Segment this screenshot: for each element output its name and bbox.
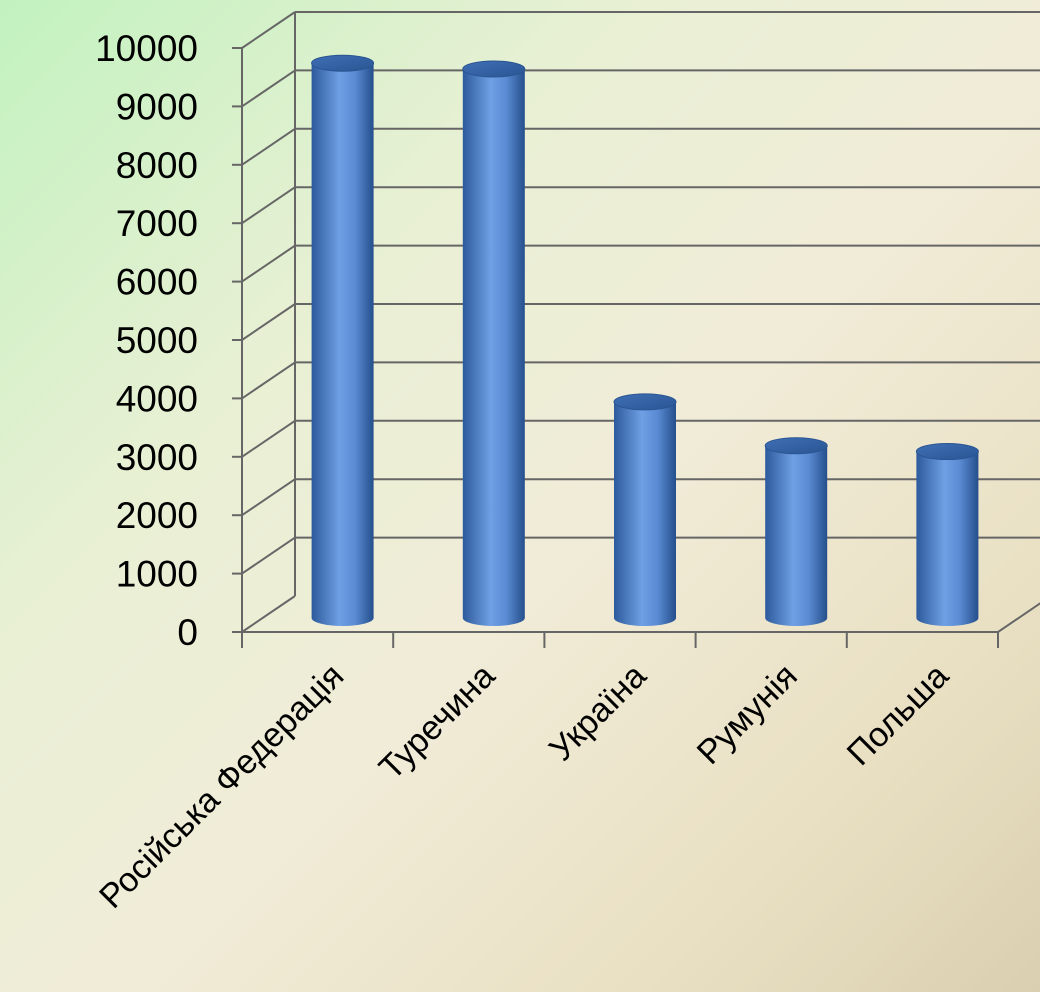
y-tick-label: 2000 (116, 495, 198, 536)
x-category-label: Туречина (372, 657, 503, 788)
gridline-side (241, 11, 296, 49)
gridline-side (241, 244, 296, 283)
y-tick-label: 6000 (116, 262, 198, 303)
bar-body (765, 445, 828, 626)
x-axis-category-labels: Російська Федерація Туречина Україна Румуні… (92, 657, 956, 916)
bar-body (614, 401, 676, 626)
y-tick-label: 8000 (116, 145, 198, 186)
y-tick-label: 5000 (116, 320, 198, 361)
bar-top (613, 393, 677, 411)
gridline-side (241, 361, 296, 400)
y-tick-label: 1000 (116, 554, 198, 595)
x-category-label: Україна (542, 657, 654, 769)
gridline-side (241, 303, 296, 341)
bar-top (462, 60, 526, 78)
bar-body (462, 69, 525, 627)
gridline-side (241, 478, 296, 517)
bar-body (311, 63, 374, 626)
gridline-side (241, 127, 296, 166)
y-tick-label: 9000 (116, 86, 198, 127)
gridline-side (241, 595, 296, 633)
bar-top (915, 443, 979, 461)
y-tick-label: 4000 (116, 378, 198, 419)
bar (311, 54, 375, 626)
y-tick-label: 0 (177, 612, 198, 653)
axes (232, 47, 1040, 648)
bar-body (916, 451, 979, 626)
gridline-side (241, 536, 296, 575)
x-category-label: Румунія (690, 657, 805, 772)
bar-top (764, 437, 828, 455)
bar (915, 443, 979, 626)
bar (613, 393, 677, 626)
bar (462, 60, 526, 627)
y-axis-tick-labels: 0 1000 2000 3000 4000 5000 6000 7000 8000 9000 100… (95, 28, 198, 653)
gridline-side (241, 186, 296, 225)
bar-top (311, 54, 375, 72)
bar (764, 437, 828, 626)
y-tick-label: 7000 (116, 203, 198, 244)
y-tick-label: 3000 (116, 437, 198, 478)
gridline-side (241, 69, 296, 108)
floor-right-edge (997, 602, 1040, 633)
x-category-label: Польша (840, 657, 956, 773)
x-category-label: Російська Федерація (92, 657, 351, 916)
gridline-side (241, 419, 296, 458)
bars (311, 54, 979, 627)
y-tick-label: 10000 (95, 28, 198, 69)
